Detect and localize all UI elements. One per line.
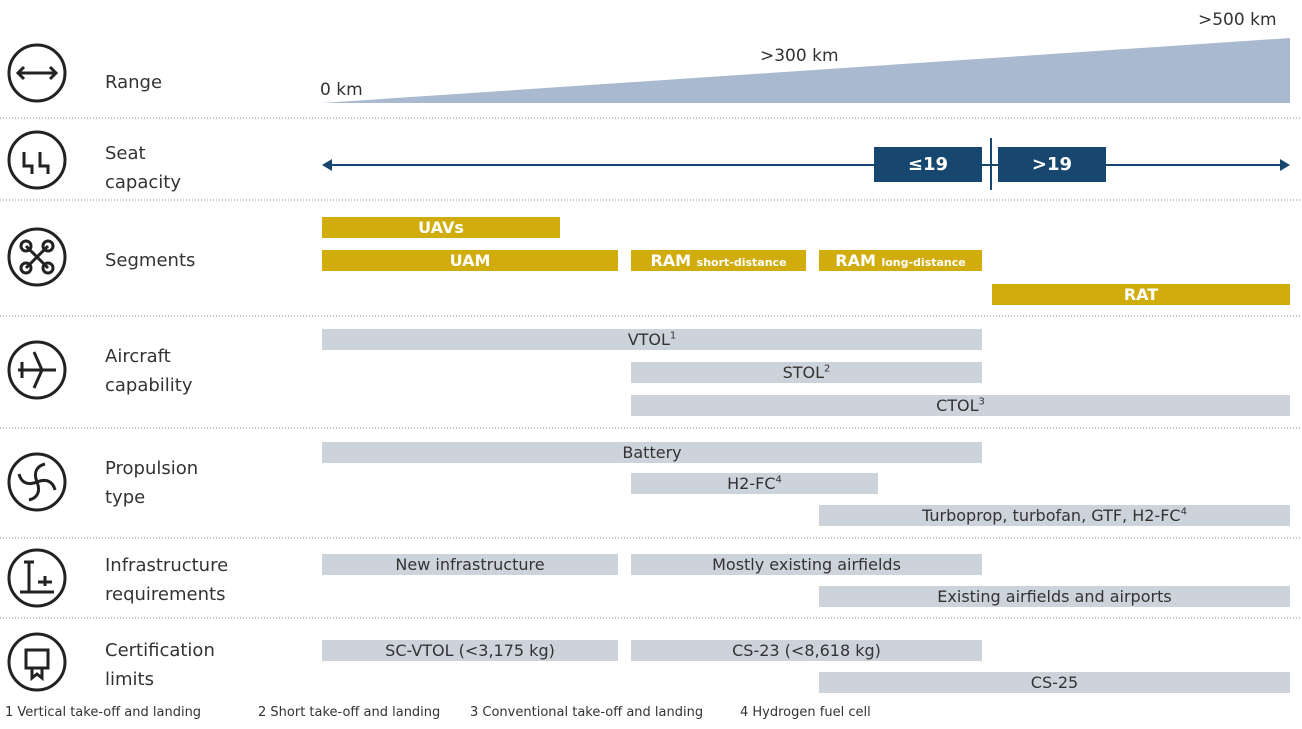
label-line: Infrastructure	[105, 555, 229, 576]
range-end: >500 km	[1198, 10, 1277, 30]
icon-glyph	[24, 244, 50, 270]
bar-text: Existing airfields and airports	[937, 587, 1172, 606]
icon-glyph	[41, 239, 55, 253]
bar-text: Mostly existing airfields	[712, 555, 901, 574]
footnote: 2 Short take-off and landing	[258, 705, 441, 720]
bar-text: VTOL	[627, 330, 670, 349]
footnote-ref: 2	[824, 363, 831, 375]
icon-range	[7, 43, 67, 103]
row-label: Segments	[105, 246, 195, 275]
arrow	[322, 159, 332, 171]
icon-plane	[7, 340, 67, 400]
footnote-ref: 4	[775, 474, 782, 486]
separators	[0, 117, 1302, 619]
bar: RAM short-distance	[631, 250, 806, 271]
bar: CS-23 (<8,618 kg)	[631, 640, 982, 661]
label-line: Aircraft	[105, 346, 171, 367]
bar: RAT	[992, 284, 1290, 305]
footnote-ref: 1	[669, 330, 677, 342]
bar-text: New infrastructure	[395, 555, 545, 574]
row-label: Seat capacity	[105, 139, 181, 197]
bar: Battery	[322, 442, 982, 463]
icon-cert	[7, 632, 67, 692]
row-label: Certification limits	[105, 636, 215, 694]
bar: Existing airfields and airports	[819, 586, 1290, 607]
bar: RAM long-distance	[819, 250, 982, 271]
bar: STOL2	[631, 362, 982, 383]
bar: SC-VTOL (<3,175 kg)	[322, 640, 618, 661]
icon-glyph	[41, 261, 55, 275]
icon-drone	[7, 227, 67, 287]
bar-subtext: short-distance	[696, 256, 787, 269]
icon-glyph	[19, 239, 33, 253]
bar-text: UAM	[449, 251, 491, 270]
bar-text: Turboprop, turbofan, GTF, H2-FC	[922, 506, 1181, 525]
bar-text: CS-25	[1030, 673, 1079, 692]
footnote-ref: 4	[1180, 506, 1187, 518]
bar-text: STOL	[782, 363, 825, 382]
bar: VTOL1	[322, 329, 982, 350]
footnote: 3 Conventional take-off and landing	[470, 705, 704, 720]
label-line: Seat	[105, 143, 146, 164]
label-line: type	[105, 487, 146, 508]
seat-low: ≤19	[874, 147, 982, 182]
footnote: 1 Vertical take-off and landing	[5, 705, 202, 720]
range-start: 0 km	[320, 80, 363, 100]
bar: H2-FC4	[631, 473, 878, 494]
bar: Turboprop, turbofan, GTF, H2-FC4	[819, 505, 1290, 526]
icons	[7, 43, 67, 692]
label-line: capability	[105, 375, 193, 396]
bar-text: CTOL	[936, 396, 979, 415]
bar: CTOL3	[631, 395, 1290, 416]
label-line: Certification	[105, 640, 215, 661]
icon-seat	[7, 130, 67, 190]
bar-text: UAVs	[418, 218, 464, 237]
range-mid: >300 km	[760, 46, 839, 66]
footnote: 4 Hydrogen fuel cell	[740, 705, 871, 720]
bar-text: RAT	[1123, 285, 1159, 304]
bar-text: RAM	[650, 251, 692, 270]
label-line: capacity	[105, 172, 181, 193]
row-label: Propulsion type	[105, 454, 198, 512]
icon-glyph	[24, 648, 50, 682]
row-label: Infrastructure requirements	[105, 551, 228, 609]
bar-text: RAM	[835, 251, 876, 270]
footnote-ref: 3	[978, 396, 985, 408]
range-wedge	[322, 38, 1290, 103]
icon-glyph	[18, 351, 56, 389]
icon-glyph	[17, 462, 57, 502]
label-line: Segments	[105, 249, 196, 271]
bar: New infrastructure	[322, 554, 618, 575]
bar-subtext: long-distance	[881, 256, 966, 269]
icon-glyph	[22, 152, 50, 174]
bar-text: CS-23 (<8,618 kg)	[732, 641, 881, 660]
bar-text: H2-FC	[727, 474, 776, 493]
icon-glyph	[20, 560, 54, 594]
bar-text: SC-VTOL (<3,175 kg)	[385, 641, 555, 660]
label-line: Range	[105, 71, 163, 93]
bar: UAM	[322, 250, 618, 271]
bar: Mostly existing airfields	[631, 554, 982, 575]
row-label: Aircraft capability	[105, 342, 193, 400]
icon-glyph	[15, 65, 59, 81]
bar: UAVs	[322, 217, 560, 238]
label-line: Propulsion	[105, 458, 199, 479]
label-line: requirements	[105, 584, 226, 605]
icon-fan	[7, 452, 67, 512]
label-line: limits	[105, 669, 154, 690]
bar: CS-25	[819, 672, 1290, 693]
row-label: Range	[105, 68, 162, 97]
arrow	[1280, 159, 1290, 171]
icon-tower	[7, 548, 67, 608]
icon-glyph	[19, 261, 33, 275]
bar-text: Battery	[622, 443, 682, 462]
seat-high: >19	[998, 147, 1106, 182]
